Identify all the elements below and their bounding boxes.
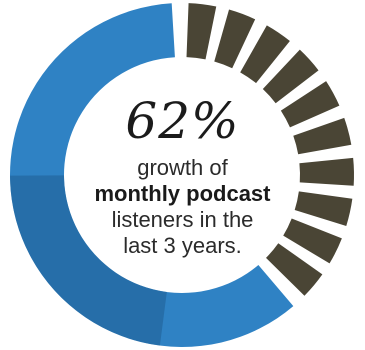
remaining-segment: [186, 3, 217, 60]
remaining-segment: [299, 157, 354, 186]
remaining-segment: [280, 81, 340, 128]
remaining-segment: [214, 9, 256, 69]
remaining-segment: [294, 191, 353, 227]
remaining-segment: [266, 243, 323, 296]
remaining-segment: [240, 25, 290, 84]
remaining-segment: [293, 117, 352, 155]
remaining-segment: [283, 218, 342, 264]
growth-arc-shade: [10, 175, 167, 346]
remaining-segment: [262, 49, 319, 104]
